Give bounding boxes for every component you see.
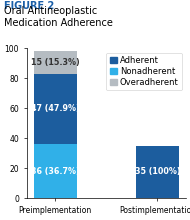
Text: Oral Antineoplastic
Medication Adherence: Oral Antineoplastic Medication Adherence	[4, 6, 113, 28]
Text: 36 (36.7%): 36 (36.7%)	[31, 167, 80, 176]
Text: 15 (15.3%): 15 (15.3%)	[31, 58, 80, 67]
Text: 35 (100%): 35 (100%)	[135, 167, 180, 176]
Bar	[34, 51, 77, 74]
Bar	[34, 144, 77, 198]
Bar	[34, 74, 77, 144]
Bar	[136, 146, 179, 198]
Text: FIGURE 2: FIGURE 2	[4, 1, 54, 11]
Text: 47 (47.9%): 47 (47.9%)	[31, 104, 80, 114]
Y-axis label: Patients, No.: Patients, No.	[0, 99, 2, 147]
Legend: Adherent, Nonadherent, Overadherent: Adherent, Nonadherent, Overadherent	[106, 53, 182, 90]
